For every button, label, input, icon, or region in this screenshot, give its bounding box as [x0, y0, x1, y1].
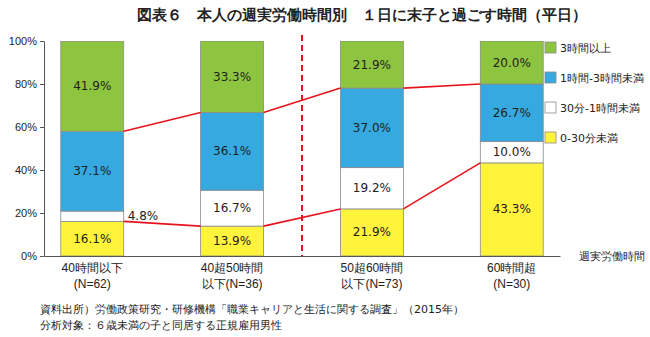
data-label: 36.1% — [213, 144, 251, 158]
y-tick-label: 40% — [15, 164, 37, 176]
bar-segment — [201, 41, 264, 113]
bar-segment — [201, 226, 264, 256]
bar-segment — [201, 190, 264, 226]
y-tick-label: 0% — [21, 250, 37, 262]
x-tick-label-line: 50超60時間 — [341, 261, 404, 275]
data-label: 37.0% — [353, 121, 391, 135]
x-axis-line — [45, 256, 561, 257]
x-axis-title: 週実労働時間 — [579, 250, 645, 263]
data-label: 43.3% — [493, 202, 531, 216]
data-label: 16.7% — [213, 201, 251, 215]
data-label: 16.1% — [73, 232, 111, 246]
legend-swatch — [545, 102, 556, 113]
legend-swatch — [545, 72, 556, 83]
bar-segment — [61, 221, 124, 256]
y-tick-label: 60% — [15, 121, 37, 133]
x-tick-label-line: 以下(N=36) — [202, 277, 263, 291]
legend-label: 0-30分未満 — [560, 132, 618, 145]
divider — [301, 35, 303, 256]
y-tick-label: 80% — [15, 78, 37, 90]
legend-label: 3時間以上 — [560, 42, 611, 55]
x-tick-label-line: 40時間以下 — [62, 261, 123, 275]
y-tick-mark — [40, 127, 44, 128]
data-label: 26.7% — [493, 106, 531, 120]
series-1 — [61, 141, 543, 226]
y-tick-mark — [40, 213, 44, 214]
y-tick-mark — [40, 84, 44, 85]
bar-segment — [480, 141, 543, 163]
data-label: 4.8% — [128, 209, 158, 223]
bar-segment — [340, 88, 403, 168]
legend-swatch — [545, 132, 556, 143]
title: 図表６ 本人の週実労働時間別 １日に末子と過ごす時間（平日） — [137, 6, 587, 24]
legend-label: 1時間-3時間未満 — [560, 72, 644, 85]
connector — [403, 84, 480, 88]
data-label: 10.0% — [493, 145, 531, 159]
x-tick: 60時間超 (N=30) — [487, 261, 536, 291]
y-axis: 0% 20% 40% 60% 80% 100% — [9, 35, 45, 262]
bar-segment — [61, 41, 124, 131]
data-labels: 16.1% 13.9% 21.9% 43.3% 4.8% 16.7% 19.2% 10.0% 3… — [73, 56, 531, 249]
data-label: 21.9% — [353, 225, 391, 239]
bar-segment — [61, 131, 124, 211]
x-tick: 40超50時間以下(N=36) — [201, 261, 264, 291]
annotation: 分析対象：６歳未満の子と同居する正規雇用男性 — [40, 319, 282, 332]
y-tick: 0% — [21, 250, 44, 262]
data-label: 37.1% — [73, 164, 111, 178]
connector — [124, 113, 201, 132]
y-tick: 80% — [15, 78, 44, 90]
x-tick-label-line: 40超50時間 — [201, 261, 264, 275]
bar-segment — [340, 168, 403, 209]
data-label: 21.9% — [353, 58, 391, 72]
x-tick: 50超60時間以下(N=73) — [341, 261, 404, 291]
bar-segment — [201, 113, 264, 191]
x-tick-label: 50超60時間以下(N=73) — [341, 261, 404, 291]
bar-segment — [480, 163, 543, 256]
x-tick-label-line: (N=62) — [74, 277, 111, 291]
data-label: 19.2% — [353, 181, 391, 195]
y-tick-mark — [40, 41, 44, 42]
y-tick-mark — [40, 170, 44, 171]
x-tick-label-line: 60時間超 — [487, 261, 536, 275]
annotation: 資料出所）労働政策研究・研修機構「職業キャリアと生活に関する調査」（2015年） — [40, 303, 464, 316]
y-tick-mark — [40, 256, 44, 257]
legend-swatch — [545, 42, 556, 53]
data-label: 41.9% — [73, 79, 111, 93]
y-axis-line — [44, 42, 45, 257]
y-tick-label: 20% — [15, 207, 37, 219]
connector — [403, 163, 480, 209]
x-tick: 40時間以下 (N=62) — [62, 261, 123, 291]
x-tick-label-line: 以下(N=73) — [341, 277, 402, 291]
y-tick: 100% — [9, 35, 44, 47]
bar-segment — [340, 41, 403, 88]
data-label: 20.0% — [493, 56, 531, 70]
data-label: 13.9% — [213, 234, 251, 248]
x-axis: 40時間以下 (N=62) 40超50時間以下(N=36) 50超60時間以下(N=7… — [45, 257, 561, 292]
x-tick-label: 40時間以下 (N=62) — [62, 261, 123, 291]
legend: 3時間以上 1時間-3時間未満 30分-1時間未満 0-30分未満 — [545, 42, 644, 145]
chart: 図表６ 本人の週実労働時間別 １日に末子と過ごす時間（平日） 0% 20% 40% 60… — [0, 0, 650, 337]
y-tick: 40% — [15, 164, 44, 176]
y-tick: 60% — [15, 121, 44, 133]
data-label: 33.3% — [213, 70, 251, 84]
y-tick-label: 100% — [9, 35, 37, 47]
bar-segment — [61, 211, 124, 221]
y-tick: 20% — [15, 207, 44, 219]
x-tick-label: 40超50時間以下(N=36) — [201, 261, 264, 291]
bar-segment — [480, 41, 543, 84]
x-tick-label: 60時間超 (N=30) — [487, 261, 536, 291]
legend-label: 30分-1時間未満 — [560, 102, 640, 115]
x-tick-label-line: (N=30) — [493, 277, 530, 291]
bar-segment — [480, 84, 543, 141]
bar-segment — [340, 209, 403, 256]
